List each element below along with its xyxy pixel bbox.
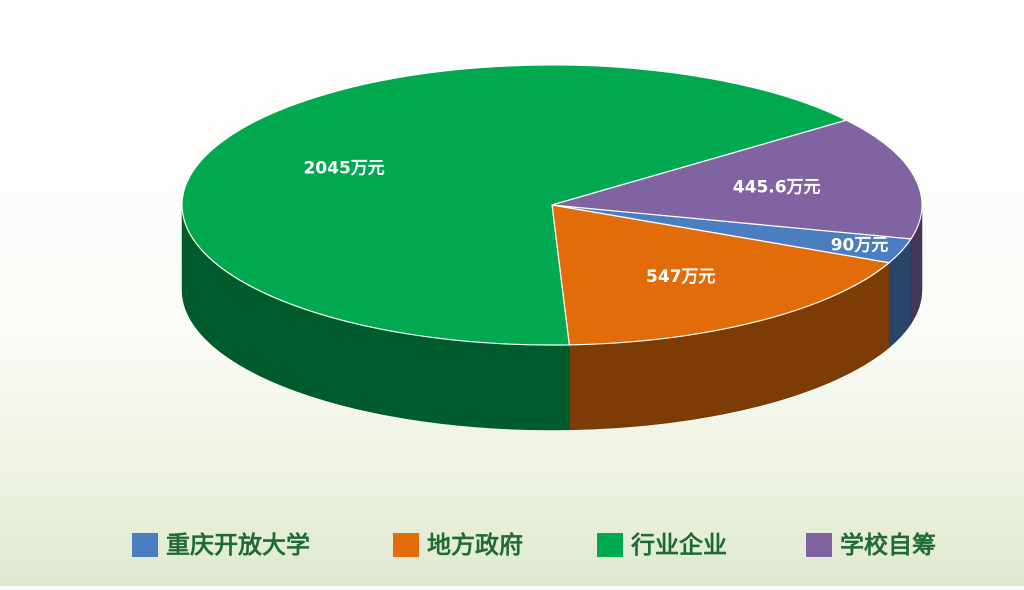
legend-swatch <box>806 533 832 557</box>
data-label: 445.6万元 <box>733 177 821 197</box>
data-label: 547万元 <box>646 267 716 287</box>
data-label: 2045万元 <box>303 158 384 178</box>
legend-label: 重庆开放大学 <box>166 531 310 559</box>
pie-slice <box>551 119 923 240</box>
pie-slice <box>551 204 891 346</box>
legend-swatch <box>597 533 623 557</box>
legend-label: 行业企业 <box>630 531 727 559</box>
data-label: 90万元 <box>831 235 889 255</box>
legend-swatch <box>132 533 158 557</box>
legend-label: 地方政府 <box>427 531 523 559</box>
pie-slice <box>181 64 849 346</box>
legend-swatch <box>393 533 419 557</box>
legend-label: 学校自筹 <box>840 531 936 559</box>
